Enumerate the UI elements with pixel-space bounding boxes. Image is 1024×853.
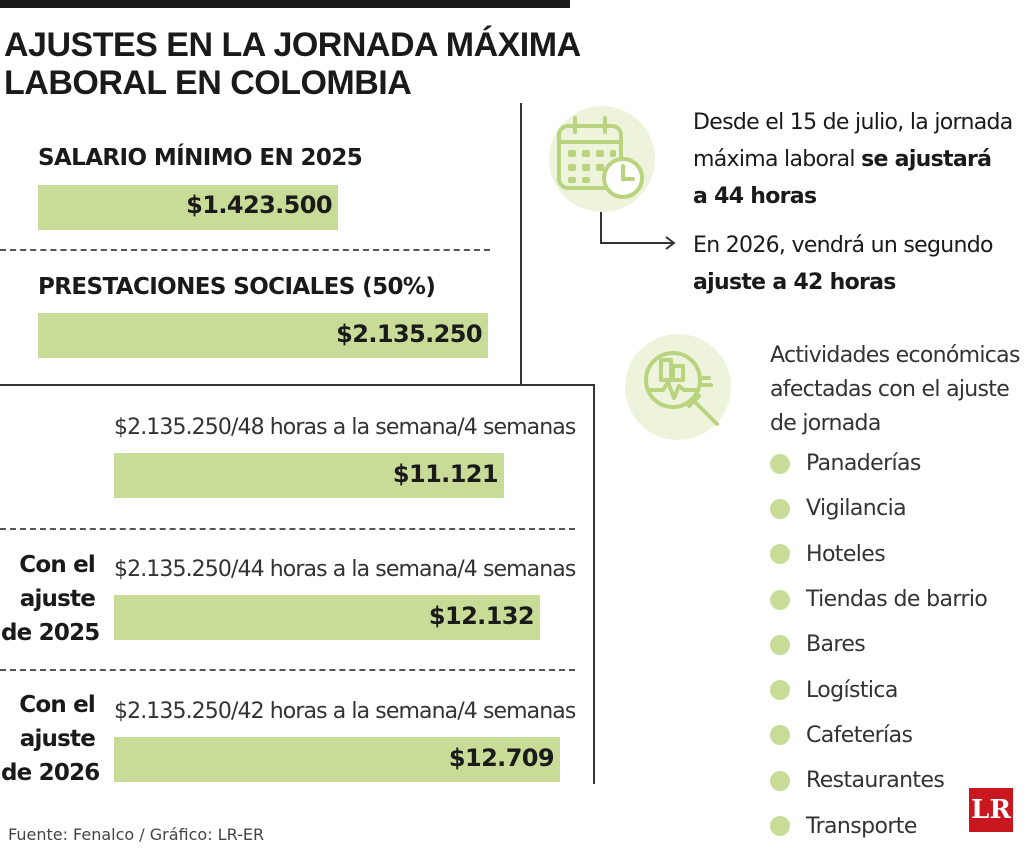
activities-title: Actividades económicas afectadas con el … bbox=[770, 339, 1020, 441]
bar-salario bbox=[38, 185, 338, 230]
formula-48h: $2.135.250/48 horas a la semana/4 semana… bbox=[114, 415, 576, 440]
bullet-dot-icon bbox=[770, 816, 790, 837]
bullet-dot-icon bbox=[770, 725, 790, 746]
bar-42h bbox=[114, 737, 560, 782]
frame-divider-lower bbox=[593, 384, 595, 784]
info-emphasis: a 44 horas bbox=[693, 184, 817, 209]
list-item: Panaderías bbox=[770, 441, 987, 486]
bar-48h bbox=[114, 453, 504, 498]
value-label-42h: $12.709 bbox=[448, 744, 555, 772]
info-text: máxima laboral bbox=[693, 147, 862, 172]
title-line-2: LABORAL EN COLOMBIA bbox=[4, 64, 412, 102]
row-label-line: ajuste bbox=[19, 586, 96, 612]
list-item-label: Logística bbox=[806, 677, 898, 703]
row-label-line: Con el bbox=[19, 552, 96, 578]
list-item-label: Panaderías bbox=[806, 451, 921, 477]
list-item-label: Hoteles bbox=[806, 541, 886, 567]
title-line-1: AJUSTES EN LA JORNADA MÁXIMA bbox=[4, 26, 581, 64]
bullet-dot-icon bbox=[770, 498, 790, 519]
bullet-dot-icon bbox=[770, 680, 790, 701]
info-paragraph-2: En 2026, vendrá un segundo ajuste a 42 h… bbox=[693, 227, 1023, 301]
activities-title-line: de jornada bbox=[770, 411, 881, 436]
dashed-separator bbox=[0, 249, 490, 251]
bullet-dot-icon bbox=[770, 634, 790, 655]
bullet-dot-icon bbox=[770, 453, 790, 474]
bar-prestaciones bbox=[38, 313, 488, 358]
activities-title-line: Actividades económicas bbox=[770, 343, 1020, 368]
magnifier-chart-icon bbox=[625, 334, 731, 440]
row-label-line: Con el bbox=[19, 692, 96, 718]
frame-divider-right bbox=[520, 103, 522, 385]
list-item: Vigilancia bbox=[770, 486, 987, 531]
dashed-separator bbox=[0, 669, 575, 671]
connector-arrow-icon bbox=[600, 212, 676, 250]
info-emphasis: se ajustará bbox=[861, 147, 992, 172]
list-item-label: Cafeterías bbox=[806, 722, 913, 748]
activities-title-line: afectadas con el ajuste bbox=[770, 377, 1010, 402]
value-label-48h: $11.121 bbox=[392, 460, 499, 488]
lr-logo: LR bbox=[969, 788, 1013, 832]
list-item-label: Vigilancia bbox=[806, 496, 907, 522]
info-text: Desde el 15 de julio, la jornada bbox=[693, 110, 1013, 135]
info-text: En 2026, vendrá un segundo bbox=[693, 233, 993, 258]
list-item-label: Tiendas de barrio bbox=[806, 587, 988, 613]
list-item-label: Transporte bbox=[806, 813, 917, 839]
row-label-line: ajuste bbox=[19, 726, 96, 752]
top-rule bbox=[0, 0, 570, 8]
info-paragraph-1: Desde el 15 de julio, la jornada máxima … bbox=[693, 104, 1023, 215]
row-label-line: de 2026 bbox=[1, 760, 100, 786]
row-label-line: de 2025 bbox=[1, 620, 100, 646]
frame-divider-horizontal bbox=[0, 384, 595, 386]
section-title-salario: SALARIO MÍNIMO EN 2025 bbox=[38, 145, 363, 171]
source-note: Fuente: Fenalco / Gráfico: LR-ER bbox=[8, 825, 265, 844]
list-item: Tiendas de barrio bbox=[770, 577, 988, 622]
list-item: Restaurantes bbox=[770, 758, 987, 803]
info-emphasis: ajuste a 42 horas bbox=[693, 270, 896, 295]
dashed-separator bbox=[0, 528, 575, 530]
formula-42h: $2.135.250/42 horas a la semana/4 semana… bbox=[114, 699, 576, 724]
list-item: Hoteles bbox=[770, 532, 987, 577]
calendar-clock-icon bbox=[549, 106, 655, 212]
list-item: Transporte bbox=[770, 803, 987, 848]
value-label-salario: $1.423.500 bbox=[186, 191, 332, 219]
row-label-ajuste-2025: Con el ajuste de 2025 bbox=[1, 548, 100, 650]
value-label-prestaciones: $2.135.250 bbox=[336, 320, 482, 348]
bullet-dot-icon bbox=[770, 770, 790, 791]
row-label-ajuste-2026: Con el ajuste de 2026 bbox=[1, 688, 100, 790]
list-item: Bares bbox=[770, 622, 987, 667]
bullet-dot-icon bbox=[770, 589, 790, 610]
value-label-44h: $12.132 bbox=[428, 602, 535, 630]
formula-44h: $2.135.250/44 horas a la semana/4 semana… bbox=[114, 557, 576, 582]
list-item: Cafeterías bbox=[770, 713, 987, 758]
list-item: Logística bbox=[770, 667, 987, 712]
section-title-prestaciones: PRESTACIONES SOCIALES (50%) bbox=[38, 274, 436, 300]
list-item-label: Restaurantes bbox=[806, 768, 945, 794]
bullet-dot-icon bbox=[770, 544, 790, 565]
activities-list: Panaderías Vigilancia Hoteles Tiendas de… bbox=[770, 441, 988, 849]
page-title: AJUSTES EN LA JORNADA MÁXIMA LABORAL EN … bbox=[4, 26, 604, 102]
list-item-label: Bares bbox=[806, 632, 866, 658]
bar-44h bbox=[114, 595, 540, 640]
